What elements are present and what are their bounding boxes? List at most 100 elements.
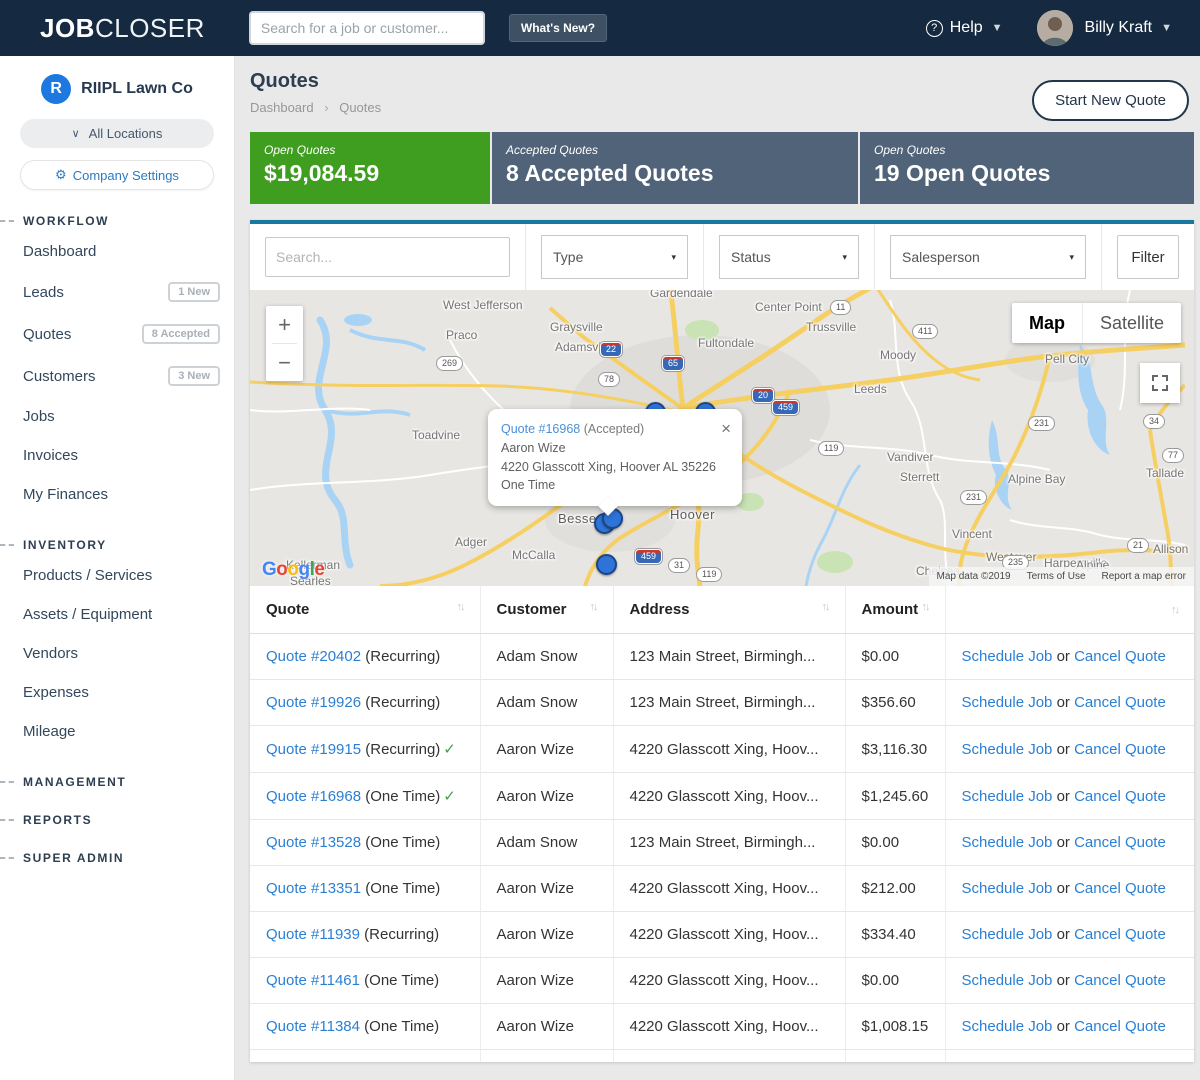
quote-link[interactable]: Quote #11384 <box>266 1018 360 1035</box>
quote-link[interactable]: Quote #13351 <box>266 880 362 897</box>
status-select[interactable]: Status ▾ <box>719 235 859 279</box>
report-map-error-link[interactable]: Report a map error <box>1101 571 1186 582</box>
quote-link[interactable]: Quote #13528 <box>266 834 362 851</box>
amount-cell: $356.60 <box>845 679 946 726</box>
quote-link[interactable]: Quote #11939 <box>266 926 360 943</box>
col-address[interactable]: Address ↑↓ <box>613 586 846 634</box>
satellite-view-button[interactable]: Satellite <box>1081 303 1181 343</box>
section-reports[interactable]: REPORTS <box>0 813 234 827</box>
global-search-input[interactable] <box>248 11 485 45</box>
cancel-quote-link[interactable]: Cancel Quote <box>1074 694 1166 711</box>
quotes-search-input[interactable] <box>265 237 510 277</box>
cancel-quote-link[interactable]: Cancel Quote <box>1074 1018 1166 1035</box>
route-shield: 231 <box>1028 416 1056 431</box>
stat-value: 8 Accepted Quotes <box>506 160 714 186</box>
schedule-job-link[interactable]: Schedule Job <box>961 1018 1053 1035</box>
filter-type-seg: Type ▾ <box>526 224 704 290</box>
salesperson-select[interactable]: Salesperson ▾ <box>890 235 1086 279</box>
sidebar-item-products-services[interactable]: Products / Services <box>23 567 153 584</box>
sort-icon[interactable]: ↑↓ <box>456 601 466 613</box>
divider <box>272 343 297 344</box>
company-avatar: R <box>41 74 72 104</box>
user-menu[interactable]: Billy Kraft ▼ <box>1085 19 1172 37</box>
sidebar-item-vendors[interactable]: Vendors <box>23 645 79 662</box>
sort-icon[interactable]: ↑↓ <box>821 601 831 613</box>
help-menu[interactable]: ? Help ▼ <box>925 19 1003 37</box>
sidebar-item-leads[interactable]: Leads 1 New <box>0 271 234 313</box>
sidebar-item-quotes[interactable]: Quotes 8 Accepted <box>0 313 234 355</box>
info-quote-link[interactable]: Quote #16968 <box>501 422 581 436</box>
google-logo[interactable]: Google <box>262 559 325 580</box>
col-quote[interactable]: Quote ↑↓ <box>250 586 481 634</box>
sidebar-item-assets-equipment[interactable]: Assets / Equipment <box>23 606 153 623</box>
quote-link[interactable]: Quote #19915 <box>266 741 362 758</box>
quote-link[interactable]: Quote #11461 <box>266 972 360 989</box>
zoom-out-button[interactable]: − <box>278 349 291 375</box>
fullscreen-button[interactable] <box>1140 363 1180 403</box>
schedule-job-link[interactable]: Schedule Job <box>961 880 1053 897</box>
cancel-quote-link[interactable]: Cancel Quote <box>1074 880 1166 897</box>
schedule-job-link[interactable]: Schedule Job <box>961 972 1053 989</box>
schedule-job-link[interactable]: Schedule Job <box>961 787 1053 805</box>
route-shield: 78 <box>598 372 621 387</box>
user-avatar[interactable] <box>1036 10 1073 46</box>
schedule-job-link[interactable]: Schedule Job <box>961 834 1053 851</box>
schedule-job-link[interactable]: Schedule Job <box>961 740 1053 758</box>
sidebar-item-jobs[interactable]: Jobs <box>23 408 55 425</box>
quote-link[interactable]: Quote #20402 <box>266 648 362 665</box>
sort-icon[interactable]: ↑↓ <box>921 601 931 613</box>
map-marker[interactable] <box>596 554 617 575</box>
cancel-quote-link[interactable]: Cancel Quote <box>1074 648 1166 665</box>
map-view-button[interactable]: Map <box>1011 303 1082 343</box>
whats-new-button[interactable]: What's New? <box>508 14 608 42</box>
company-settings-button[interactable]: ⚙ Company Settings <box>20 160 214 190</box>
col-customer[interactable]: Customer ↑↓ <box>480 586 614 634</box>
section-management[interactable]: MANAGEMENT <box>0 775 234 789</box>
cancel-quote-link[interactable]: Cancel Quote <box>1074 972 1166 989</box>
col-actions[interactable]: ↑↓ <box>945 586 1194 634</box>
breadcrumb-dashboard[interactable]: Dashboard <box>250 100 314 115</box>
customer-cell: Adam Snow <box>480 679 614 726</box>
map-place-label: Leeds <box>854 382 887 396</box>
quotes-map[interactable]: West Jefferson Praco Graysville Adamsvil… <box>250 290 1194 586</box>
sidebar-item-customers[interactable]: Customers 3 New <box>0 355 234 397</box>
quote-link[interactable]: Quote #16968 <box>266 788 362 805</box>
sidebar-item-dashboard[interactable]: Dashboard <box>23 243 97 260</box>
sidebar-item-invoices[interactable]: Invoices <box>23 447 79 464</box>
table-row: Quote #20402 (Recurring) Adam Snow 123 M… <box>250 633 1194 680</box>
close-icon[interactable]: × <box>721 419 731 438</box>
sort-icon[interactable]: ↑↓ <box>1171 603 1180 616</box>
map-place-label: Fultondale <box>698 336 755 350</box>
start-new-quote-button[interactable]: Start New Quote <box>1032 80 1189 121</box>
sidebar-item-my-finances[interactable]: My Finances <box>23 486 109 503</box>
filter-bar: Type ▾ Status ▾ Salesperson ▾ <box>250 224 1194 290</box>
map-place-label: Adger <box>455 535 488 549</box>
col-amount[interactable]: Amount ↑↓ <box>845 586 946 634</box>
interstate-shield: 22 <box>600 342 623 357</box>
cancel-quote-link[interactable]: Cancel Quote <box>1074 787 1166 805</box>
type-select[interactable]: Type ▾ <box>541 235 688 279</box>
table-row: Quote #11461 (One Time) Aaron Wize 4220 … <box>250 957 1194 1004</box>
chevron-down-icon: ▼ <box>1161 22 1172 34</box>
cancel-quote-link[interactable]: Cancel Quote <box>1074 740 1166 758</box>
zoom-in-button[interactable]: + <box>278 311 291 337</box>
schedule-job-link[interactable]: Schedule Job <box>961 926 1053 943</box>
section-workflow: WORKFLOW Dashboard Leads 1 New Quotes 8 … <box>0 214 234 514</box>
quote-link[interactable]: Quote #19926 <box>266 694 362 711</box>
cancel-quote-link[interactable]: Cancel Quote <box>1074 926 1166 943</box>
address-cell: 4220 Glasscott Xing, Hoov... <box>613 725 846 773</box>
stat-card-open-quotes-count: Open Quotes 19 Open Quotes <box>860 132 1194 204</box>
map-place-label: Vandiver <box>887 450 934 464</box>
locations-dropdown[interactable]: ∨ All Locations <box>20 119 214 148</box>
schedule-job-link[interactable]: Schedule Job <box>961 694 1053 711</box>
section-super-admin[interactable]: SUPER ADMIN <box>0 851 234 865</box>
filter-button[interactable]: Filter <box>1117 235 1179 279</box>
table-row: Quote #19915 (Recurring) ✓ Aaron Wize 422… <box>250 725 1194 773</box>
cancel-quote-link[interactable]: Cancel Quote <box>1074 834 1166 851</box>
sort-icon[interactable]: ↑↓ <box>589 601 599 613</box>
sidebar-item-mileage[interactable]: Mileage <box>23 723 76 740</box>
schedule-job-link[interactable]: Schedule Job <box>961 648 1053 665</box>
sidebar-item-expenses[interactable]: Expenses <box>23 684 89 701</box>
terms-of-use-link[interactable]: Terms of Use <box>1026 571 1086 582</box>
section-title: INVENTORY <box>0 538 234 552</box>
